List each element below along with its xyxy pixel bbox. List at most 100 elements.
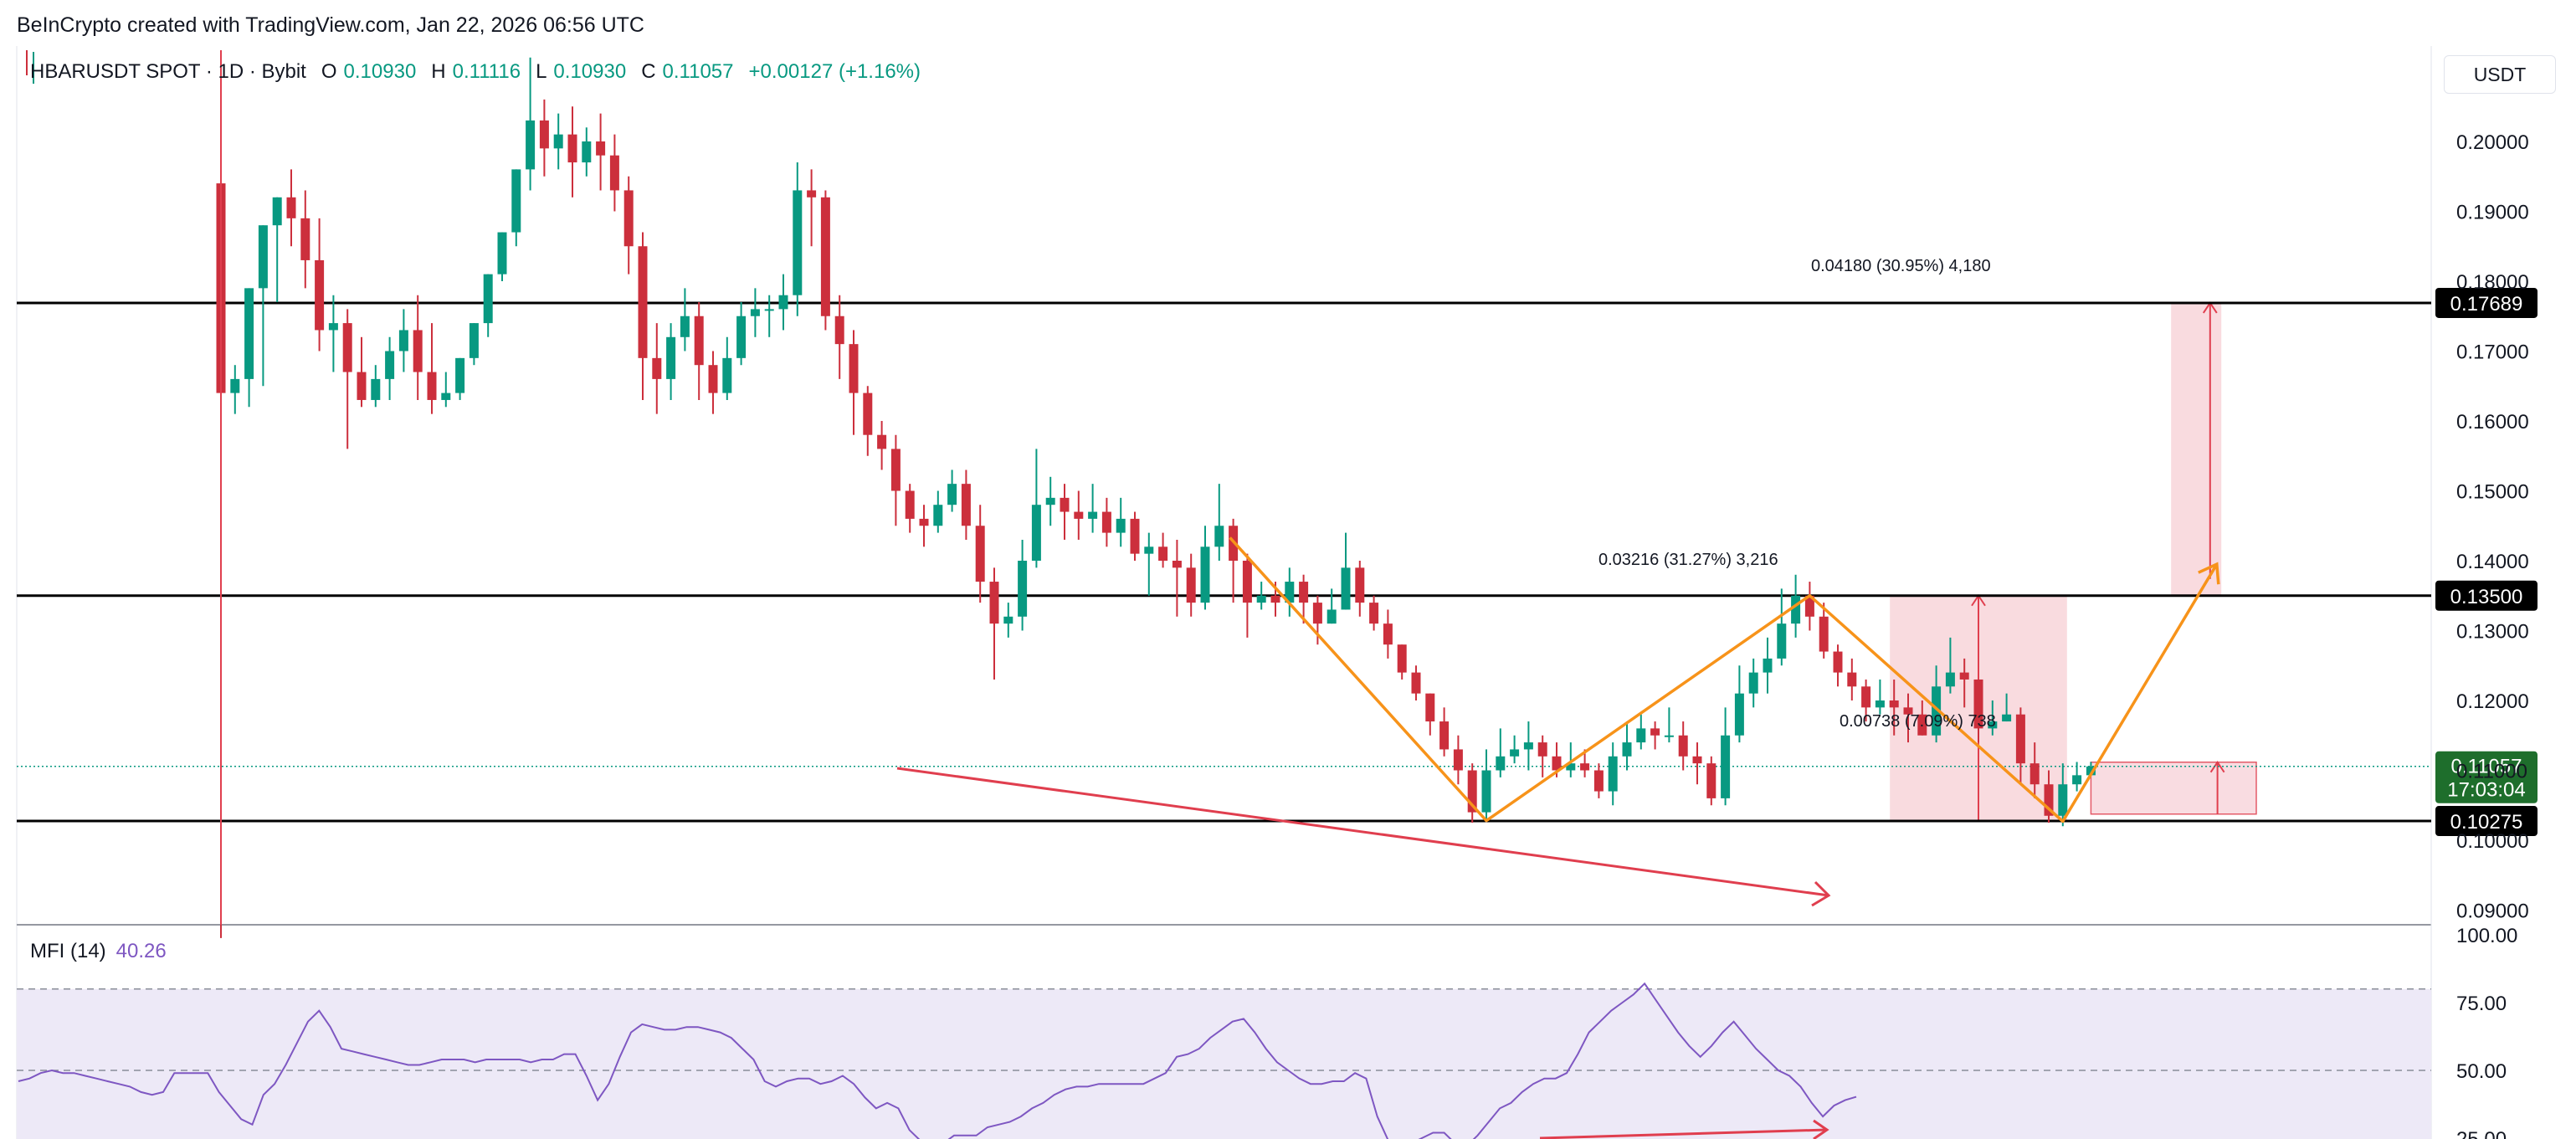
legend-close-label: C xyxy=(641,60,656,83)
measure-zone-target xyxy=(2171,302,2222,596)
candle-body xyxy=(722,357,732,393)
candle-body xyxy=(1650,728,1660,736)
candle-body xyxy=(1383,623,1393,645)
level-price-tag xyxy=(2435,287,2538,318)
candle-body xyxy=(1045,497,1055,505)
measure-annotation: 0.04180 (30.95%) 4,180 xyxy=(1811,257,1991,275)
candle-body xyxy=(1706,763,1716,798)
candle-body xyxy=(385,351,395,379)
candle-body xyxy=(666,336,676,379)
candle-body xyxy=(1791,595,1801,624)
candle-body xyxy=(1903,707,1913,715)
candle-body xyxy=(1130,518,1140,554)
candlesticks xyxy=(26,50,2096,938)
candle-body xyxy=(1467,770,1477,813)
drawings xyxy=(220,50,2220,925)
last-price-tag xyxy=(2435,751,2538,803)
price-tick-label: 0.14000 xyxy=(2456,551,2529,573)
candle-body xyxy=(1060,497,1070,512)
mfi-tick-label: 25.00 xyxy=(2456,1128,2507,1139)
candle-body xyxy=(553,134,563,149)
mfi-tick-label: 100.00 xyxy=(2456,925,2517,947)
candle-body xyxy=(1664,735,1674,737)
candle-body xyxy=(1439,721,1450,750)
price-tick-label: 0.18000 xyxy=(2456,271,2529,294)
candle-body xyxy=(1172,561,1182,568)
candle-body xyxy=(1734,693,1744,736)
candle-body xyxy=(1580,763,1590,771)
candle-body xyxy=(1341,567,1351,610)
candle-body xyxy=(1988,721,1998,729)
candle-body xyxy=(1397,644,1407,673)
mfi-panel: 100.00 75.00 50.00 25.00 xyxy=(17,925,2517,1139)
candle-body xyxy=(890,449,901,491)
candle-body xyxy=(469,323,479,358)
candle-body xyxy=(1748,672,1758,694)
countdown-label: 17:03:04 xyxy=(2447,779,2525,802)
candle-body xyxy=(764,309,774,311)
last-price-label: 0.11057 xyxy=(2451,756,2522,778)
candle-body xyxy=(1889,700,1899,708)
legend-symbol[interactable]: HBARUSDT SPOT · 1D · Bybit xyxy=(30,60,306,83)
candle-body xyxy=(567,134,577,163)
mfi-divergence-line xyxy=(1539,1128,1828,1139)
candle-body xyxy=(623,190,634,247)
mfi-divergence-arrowhead xyxy=(1813,1119,1829,1139)
candle-body xyxy=(596,141,606,156)
candle-body xyxy=(1158,546,1168,561)
candle-body xyxy=(1355,567,1365,603)
candle-body xyxy=(947,484,957,505)
price-tick-label: 0.16000 xyxy=(2456,411,2529,434)
level-price-label: 0.13500 xyxy=(2450,586,2523,608)
candle-body xyxy=(1018,561,1028,617)
measure-annotation: 0.03216 (31.27%) 3,216 xyxy=(1598,551,1778,569)
mfi-legend[interactable]: MFI (14) 40.26 xyxy=(30,940,167,963)
candle-body xyxy=(1299,582,1309,603)
candle-body xyxy=(1453,749,1463,771)
legend-low-label: L xyxy=(536,60,547,83)
candle-body xyxy=(877,434,887,449)
candle-body xyxy=(398,330,408,351)
legend-open-value: 0.10930 xyxy=(343,60,417,83)
candle-body xyxy=(328,323,338,331)
candle-body xyxy=(371,378,381,400)
candle-body xyxy=(1116,518,1126,533)
price-tick-label: 0.10000 xyxy=(2456,830,2529,853)
candle-body xyxy=(1959,672,1969,680)
currency-button[interactable]: USDT xyxy=(2444,55,2556,94)
candle-body xyxy=(1833,651,1843,673)
measure-zone-small xyxy=(2090,761,2257,815)
candle-body xyxy=(1481,770,1491,813)
candle-body xyxy=(905,490,915,519)
candle-body xyxy=(2044,784,2054,816)
candle-body xyxy=(778,295,788,310)
candle-body xyxy=(919,518,929,526)
candle-body xyxy=(427,372,437,400)
candle-body xyxy=(793,190,803,295)
candle-body xyxy=(1369,603,1379,624)
candle-body xyxy=(1763,658,1773,673)
orange-arrow-head xyxy=(2198,562,2220,585)
candle-body xyxy=(1777,623,1787,659)
candle-body xyxy=(680,316,690,337)
candle-body xyxy=(1636,728,1646,743)
candle-body xyxy=(455,357,465,393)
candle-body xyxy=(1608,756,1618,792)
candle-body xyxy=(244,288,254,379)
candle-body xyxy=(1692,756,1702,764)
candle-body xyxy=(1088,511,1098,519)
candle-body xyxy=(1523,742,1533,750)
candle-body xyxy=(2072,775,2082,785)
candle-body xyxy=(342,323,352,372)
candle-body xyxy=(2058,784,2068,816)
orange-zigzag-path xyxy=(1229,536,2219,823)
candle-body xyxy=(1200,546,1210,603)
candle-body xyxy=(1074,511,1084,519)
candle-body xyxy=(1411,672,1421,694)
price-divergence-line xyxy=(896,767,1829,897)
candle-body xyxy=(1144,546,1154,554)
candle-body xyxy=(1721,735,1731,798)
candle-body xyxy=(820,197,830,316)
measure-annotation: 0.00738 (7.09%) 738 xyxy=(1840,712,1996,731)
